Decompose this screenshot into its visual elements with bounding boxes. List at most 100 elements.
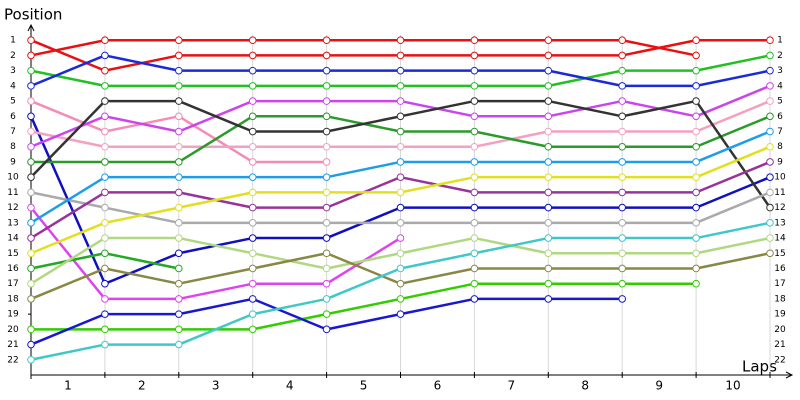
- y-tick-label-right: 15: [774, 249, 785, 259]
- marker: [544, 234, 553, 242]
- marker: [692, 173, 700, 181]
- marker: [101, 158, 109, 166]
- x-tick-label: 6: [434, 379, 442, 393]
- marker: [248, 97, 257, 105]
- y-tick-label-right: 21: [774, 340, 785, 350]
- marker: [175, 203, 183, 212]
- marker: [101, 97, 109, 105]
- y-tick-label: 9: [10, 157, 16, 167]
- y-tick-label: 12: [7, 203, 18, 213]
- marker: [27, 82, 35, 90]
- marker: [692, 66, 700, 75]
- y-axis-arrow: [27, 23, 35, 32]
- marker: [322, 82, 331, 90]
- y-tick-label-right: 17: [774, 279, 785, 289]
- x-tick-label: 1: [64, 379, 72, 393]
- x-tick-label: 8: [581, 379, 589, 393]
- y-tick-label-right: 16: [774, 264, 786, 274]
- marker: [322, 173, 331, 181]
- marker: [175, 66, 183, 75]
- marker: [396, 295, 405, 303]
- marker: [766, 66, 774, 75]
- marker: [766, 97, 774, 105]
- marker: [101, 142, 109, 151]
- marker: [101, 127, 109, 136]
- marker: [175, 82, 183, 90]
- marker: [101, 66, 109, 75]
- marker: [544, 142, 553, 151]
- marker: [248, 51, 257, 60]
- marker: [470, 219, 479, 227]
- marker: [692, 36, 700, 45]
- y-tick-label: 15: [7, 249, 18, 259]
- marker: [470, 249, 479, 258]
- y-tick-label-right: 3: [777, 66, 783, 76]
- marker: [766, 51, 774, 60]
- marker: [322, 97, 331, 105]
- marker: [692, 279, 700, 288]
- marker: [544, 188, 553, 197]
- marker: [396, 127, 405, 136]
- marker: [618, 82, 627, 90]
- marker: [175, 279, 183, 288]
- marker: [322, 188, 331, 197]
- marker: [544, 127, 553, 136]
- y-tick-label-right: 22: [774, 355, 785, 365]
- marker: [766, 36, 774, 45]
- marker: [322, 203, 331, 212]
- marker: [766, 142, 774, 151]
- marker: [618, 188, 627, 197]
- marker: [766, 203, 774, 212]
- marker: [618, 295, 627, 303]
- marker: [175, 173, 183, 181]
- marker: [470, 66, 479, 75]
- marker: [248, 203, 257, 212]
- marker: [396, 310, 405, 318]
- marker: [27, 340, 35, 349]
- marker: [618, 97, 627, 105]
- x-tick-label: 5: [360, 379, 368, 393]
- marker: [175, 249, 183, 258]
- marker: [470, 264, 479, 273]
- marker: [618, 66, 627, 75]
- marker: [27, 234, 35, 242]
- marker: [175, 97, 183, 105]
- marker: [396, 279, 405, 288]
- marker: [618, 36, 627, 45]
- marker: [396, 51, 405, 60]
- marker: [470, 142, 479, 151]
- marker: [175, 112, 183, 121]
- marker: [101, 203, 109, 212]
- marker: [766, 112, 774, 121]
- marker: [322, 279, 331, 288]
- y-tick-label-right: 11: [774, 188, 785, 198]
- y-tick-label-right: 14: [774, 234, 786, 244]
- marker: [618, 203, 627, 212]
- marker: [544, 51, 553, 60]
- marker: [470, 51, 479, 60]
- y-tick-label: 22: [7, 355, 18, 365]
- marker: [766, 219, 774, 227]
- marker: [322, 142, 331, 151]
- y-tick-label: 10: [7, 173, 19, 183]
- marker: [618, 249, 627, 258]
- marker: [544, 264, 553, 273]
- marker: [766, 249, 774, 258]
- marker: [322, 127, 331, 136]
- marker: [101, 249, 109, 258]
- marker: [101, 112, 109, 121]
- marker: [101, 82, 109, 90]
- marker: [27, 36, 35, 45]
- y-tick-label: 17: [7, 279, 18, 289]
- marker: [248, 173, 257, 181]
- marker: [766, 82, 774, 90]
- marker: [396, 188, 405, 197]
- marker: [322, 51, 331, 60]
- marker: [101, 295, 109, 303]
- marker: [470, 203, 479, 212]
- y-tick-label: 2: [10, 51, 16, 61]
- marker: [618, 264, 627, 273]
- marker: [322, 264, 331, 273]
- y-tick-label: 6: [10, 112, 16, 122]
